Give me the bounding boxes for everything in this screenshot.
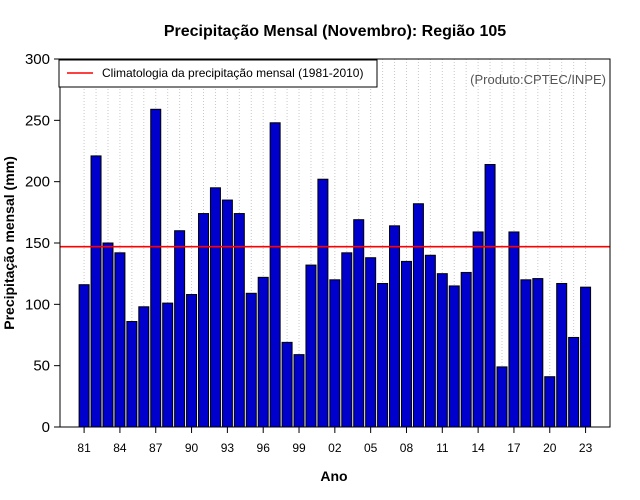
- x-tick-label: 90: [185, 441, 199, 455]
- bar-1985: [126, 321, 138, 428]
- bar-2020: [544, 376, 556, 428]
- bar-1997: [269, 122, 281, 428]
- x-tick-label: 02: [328, 441, 342, 455]
- bar-2003: [341, 252, 353, 428]
- bar-2009: [412, 203, 424, 428]
- bar-2005: [365, 257, 377, 428]
- bar-2016: [496, 366, 508, 428]
- bar-2002: [329, 279, 341, 428]
- bar-1984: [114, 252, 126, 428]
- bar-2010: [424, 254, 436, 428]
- bar-2015: [484, 163, 496, 428]
- bar-1982: [90, 155, 102, 428]
- bar-2001: [317, 178, 329, 428]
- credit-text: (Produto:CPTEC/INPE): [470, 72, 606, 87]
- x-tick-label: 87: [149, 441, 163, 455]
- bar-1995: [245, 292, 257, 428]
- bar-2017: [508, 231, 520, 428]
- bar-2018: [520, 279, 532, 428]
- bar-1981: [78, 284, 90, 428]
- bar-1999: [293, 354, 305, 428]
- x-tick-label: 17: [507, 441, 521, 455]
- x-tick-label: 23: [579, 441, 593, 455]
- bar-1990: [186, 294, 198, 428]
- x-tick-label: 05: [364, 441, 378, 455]
- x-tick-label: 14: [471, 441, 485, 455]
- y-axis: 0 50 100 150 200 250 300: [25, 51, 60, 436]
- bar-1992: [209, 187, 221, 428]
- bar-2004: [353, 219, 365, 428]
- bar-2007: [389, 225, 401, 428]
- x-tick-label: 20: [543, 441, 557, 455]
- bar-1998: [281, 341, 293, 428]
- legend: Climatologia da precipitação mensal (198…: [58, 59, 378, 88]
- x-tick-label: 08: [400, 441, 414, 455]
- legend-box: [58, 59, 378, 88]
- bar-2019: [532, 278, 544, 428]
- chart-title: Precipitação Mensal (Novembro): Região 1…: [164, 23, 506, 40]
- x-axis: 81 84 87 90 93 96 99 02 05 08 11 14 17 20 23: [77, 427, 593, 455]
- y-tick-label: 100: [25, 296, 50, 313]
- bar-1991: [198, 213, 209, 428]
- y-tick-label: 0: [42, 419, 50, 436]
- y-tick-label: 200: [25, 174, 50, 191]
- bar-1993: [221, 199, 233, 428]
- bar-2006: [377, 282, 389, 428]
- bar-1994: [233, 213, 245, 428]
- bar-1987: [150, 108, 162, 428]
- x-tick-label: 96: [257, 441, 271, 455]
- bar-1986: [138, 306, 150, 428]
- bars-group: [78, 108, 592, 428]
- bar-1996: [257, 276, 269, 428]
- x-tick-label: 93: [221, 441, 235, 455]
- bar-2022: [568, 336, 580, 428]
- y-axis-title: Precipitação mensal (mm): [1, 156, 17, 330]
- y-tick-label: 250: [25, 112, 50, 129]
- legend-label: Climatologia da precipitação mensal (198…: [102, 66, 363, 80]
- x-tick-label: 99: [292, 441, 306, 455]
- bar-1989: [174, 230, 186, 428]
- bar-2014: [472, 231, 484, 428]
- x-tick-label: 11: [436, 441, 449, 455]
- bar-1983: [102, 242, 114, 428]
- bar-1988: [162, 302, 174, 428]
- bar-2000: [305, 264, 317, 428]
- bar-2013: [460, 271, 472, 428]
- x-tick-label: 84: [113, 441, 127, 455]
- y-tick-label: 50: [33, 358, 50, 375]
- y-tick-label: 300: [25, 51, 50, 68]
- bar-2021: [556, 282, 568, 428]
- bar-2008: [400, 260, 412, 428]
- x-tick-label: 81: [77, 441, 91, 455]
- y-tick-label: 150: [25, 235, 50, 252]
- x-axis-title: Ano: [320, 468, 347, 484]
- bar-2012: [448, 285, 460, 428]
- bar-2011: [436, 273, 448, 428]
- bar-2023: [580, 286, 592, 428]
